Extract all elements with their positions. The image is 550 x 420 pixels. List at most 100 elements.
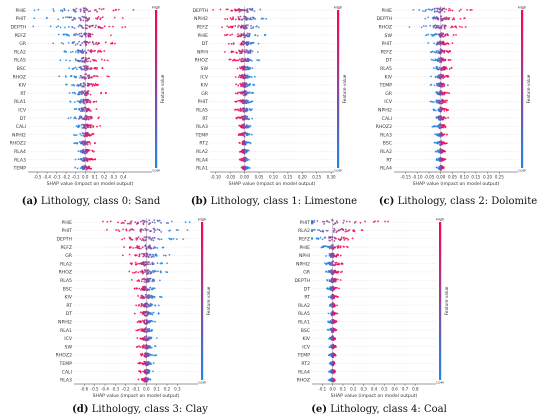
shap-point — [149, 277, 152, 280]
shap-point — [79, 100, 81, 103]
shap-point — [133, 287, 136, 290]
shap-point — [112, 9, 115, 12]
shap-point — [336, 221, 339, 224]
shap-point — [142, 255, 145, 258]
shap-point — [236, 92, 239, 95]
shap-point — [91, 40, 94, 43]
shap-point — [82, 82, 85, 85]
shap-point — [336, 304, 338, 307]
shap-point — [148, 328, 151, 330]
shap-point — [148, 354, 151, 357]
shap-point — [238, 142, 241, 144]
shap-point — [240, 85, 242, 88]
shap-point — [85, 115, 88, 118]
shap-point — [93, 67, 96, 70]
shap-point — [138, 255, 141, 258]
shap-point — [76, 100, 79, 103]
shap-point — [94, 26, 97, 29]
shap-point — [336, 245, 339, 248]
shap-point — [148, 294, 151, 297]
feature-label: RLA5 — [60, 278, 72, 284]
shap-point — [354, 220, 357, 223]
shap-point — [443, 107, 445, 110]
shap-point — [164, 254, 167, 257]
shap-point — [143, 362, 146, 365]
x-tick-label: 0.25 — [495, 175, 504, 180]
shap-point — [427, 42, 430, 44]
shap-point — [434, 150, 437, 153]
shap-point — [90, 167, 92, 170]
shap-point — [85, 118, 88, 121]
shap-point — [443, 7, 446, 10]
shap-point — [240, 43, 243, 46]
shap-point — [162, 246, 165, 249]
shap-point — [330, 256, 332, 259]
shap-point — [442, 124, 445, 126]
shap-point — [81, 151, 84, 154]
x-tick-label: -0.4 — [101, 387, 109, 392]
shap-point — [339, 279, 342, 281]
shap-point — [241, 124, 244, 126]
shap-point — [346, 230, 348, 233]
shap-point — [117, 229, 120, 231]
shap-point — [149, 236, 151, 239]
shap-point — [80, 167, 83, 169]
shap-point — [451, 26, 454, 29]
shap-point — [317, 229, 319, 231]
shap-point — [439, 68, 442, 70]
shap-point — [88, 116, 91, 118]
shap-point — [436, 76, 439, 79]
shap-point — [439, 36, 442, 38]
feature-label: RLA2 — [60, 261, 72, 267]
colorbar-high-label: High — [436, 217, 445, 222]
shap-point — [141, 246, 144, 248]
shap-point — [68, 59, 71, 62]
shap-point — [79, 10, 82, 13]
shap-point — [432, 101, 435, 104]
shap-point — [330, 269, 333, 272]
shap-point — [64, 83, 67, 86]
shap-point — [238, 9, 241, 12]
shap-point — [74, 43, 77, 46]
shap-point — [73, 117, 76, 120]
x-tick-label: 0.10 — [460, 175, 469, 180]
x-tick-label: 0.1 — [153, 387, 160, 392]
shap-point — [238, 124, 241, 127]
shap-point — [439, 77, 442, 80]
shap-point — [82, 65, 85, 68]
shap-point — [437, 42, 439, 44]
feature-label: GR — [201, 91, 209, 97]
shap-point — [146, 380, 149, 383]
shap-point — [128, 270, 131, 273]
shap-point — [250, 27, 253, 30]
shap-point — [145, 253, 148, 256]
shap-point — [146, 295, 149, 298]
shap-point — [328, 321, 331, 324]
shap-point — [137, 304, 140, 307]
shap-point — [439, 140, 442, 143]
shap-point — [145, 347, 148, 350]
shap-point — [135, 223, 138, 225]
shap-point — [437, 149, 439, 152]
shap-point — [446, 33, 449, 36]
shap-point — [329, 362, 332, 364]
shap-point — [237, 16, 240, 18]
shap-point — [109, 220, 112, 223]
shap-point — [246, 133, 249, 135]
shap-point — [434, 125, 437, 128]
shap-point — [412, 8, 415, 11]
shap-point — [101, 67, 104, 70]
shap-point — [142, 229, 145, 232]
shap-point — [147, 371, 150, 373]
feature-label: RT — [386, 157, 392, 163]
feature-label: NPHI2 — [194, 16, 208, 22]
shap-point — [150, 272, 153, 274]
x-tick-label: 0.20 — [298, 175, 307, 180]
shap-point — [81, 60, 83, 63]
shap-point — [148, 244, 151, 247]
shap-point — [432, 17, 435, 20]
shap-point — [439, 135, 442, 138]
shap-point — [84, 67, 87, 70]
shap-point — [153, 296, 156, 299]
shap-point — [334, 304, 337, 307]
